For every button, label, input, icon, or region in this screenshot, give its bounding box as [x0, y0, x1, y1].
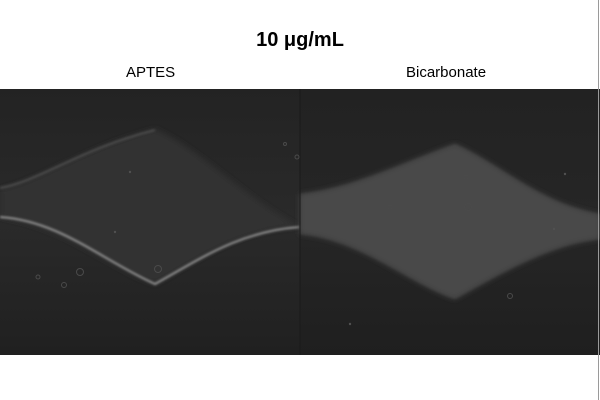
particle-dots [113, 170, 567, 326]
panel-label-bicarbonate: Bicarbonate [406, 64, 487, 81]
panel-label-aptes: APTES [126, 64, 176, 81]
figure-title: 10 μg/mL [256, 29, 344, 51]
microscopy-image [0, 89, 600, 355]
particles [35, 142, 513, 299]
channel-right [300, 144, 600, 299]
page-edge [598, 0, 599, 400]
channel-left [0, 129, 301, 286]
fluorescence-micrograph [0, 89, 600, 355]
